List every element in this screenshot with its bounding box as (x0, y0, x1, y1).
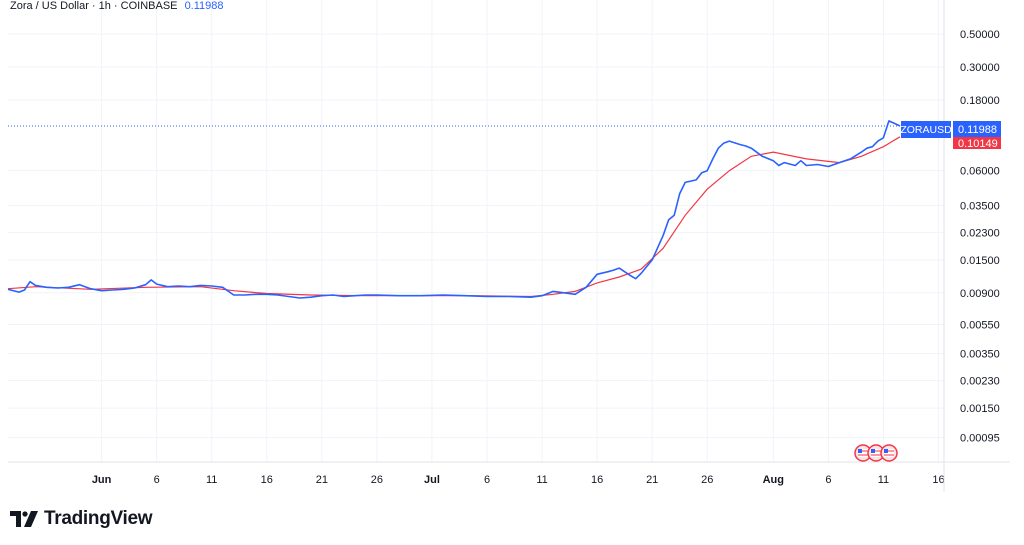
ticker-badge-label: ZORAUSD (900, 124, 952, 136)
x-tick-label: 16 (261, 474, 273, 486)
x-tick-label: 6 (825, 474, 831, 486)
x-tick-label: 11 (536, 474, 547, 486)
x-tick-label: 26 (701, 474, 713, 486)
y-tick-label: 0.30000 (960, 62, 1000, 74)
us-flag-icon[interactable] (880, 444, 898, 462)
x-tick-label: 11 (206, 474, 217, 486)
ma-badge: 0.10149 (953, 137, 1001, 150)
x-tick-label: 21 (316, 474, 328, 486)
ma-value-badge (953, 137, 1001, 149)
price-axis[interactable]: 0.50000 0.30000 0.18000 0.06000 0.03500 0.023… (960, 29, 1000, 444)
y-tick-label: 0.00150 (960, 403, 1000, 415)
grid-lines (8, 0, 944, 462)
event-flags[interactable] (854, 444, 898, 462)
brand-name: TradingView (44, 508, 153, 529)
y-tick-label: 0.00095 (960, 433, 1000, 445)
y-tick-label: 0.00900 (960, 288, 1000, 300)
x-tick-label: 11 (878, 474, 889, 486)
symbol-title: Zora / US Dollar · 1h · COINBASE (10, 0, 178, 12)
tradingview-logo[interactable]: TradingView (10, 508, 153, 530)
x-tick-label: Jun (92, 474, 112, 486)
x-tick-label: Aug (763, 474, 784, 486)
x-tick-label: 6 (484, 474, 490, 486)
x-tick-label: 6 (154, 474, 160, 486)
price-badge: ZORAUSD 0.11988 (900, 121, 1001, 138)
last-price-badge-label: 0.11988 (958, 124, 997, 136)
ma-value-badge-label: 0.10149 (958, 138, 998, 150)
last-price-badge (953, 121, 1001, 138)
y-tick-label: 0.00550 (960, 320, 1000, 332)
x-tick-label: Jul (424, 474, 440, 486)
x-tick-label: 21 (646, 474, 658, 486)
symbol-legend: Zora / US Dollar · 1h · COINBASE 0.11988 (10, 0, 224, 12)
y-tick-label: 0.18000 (960, 95, 1000, 107)
y-tick-label: 0.06000 (960, 166, 1000, 178)
y-tick-label: 0.01500 (960, 255, 1000, 267)
x-tick-label: 16 (932, 474, 944, 486)
y-tick-label: 0.00230 (960, 376, 1000, 388)
time-axis[interactable]: Jun 6 11 16 21 26 Jul 6 11 16 21 26 Aug 6 11 16 (92, 474, 945, 486)
y-tick-label: 0.02300 (960, 227, 1000, 239)
ticker-badge (901, 121, 951, 138)
y-tick-label: 0.03500 (960, 200, 1000, 212)
price-line (7, 120, 901, 299)
x-tick-label: 16 (591, 474, 603, 486)
y-tick-label: 0.00350 (960, 349, 1000, 361)
x-tick-label: 26 (371, 474, 383, 486)
y-tick-label: 0.50000 (960, 29, 1000, 41)
tradingview-logo-icon (10, 511, 38, 527)
legend-last-price: 0.11988 (184, 0, 224, 12)
